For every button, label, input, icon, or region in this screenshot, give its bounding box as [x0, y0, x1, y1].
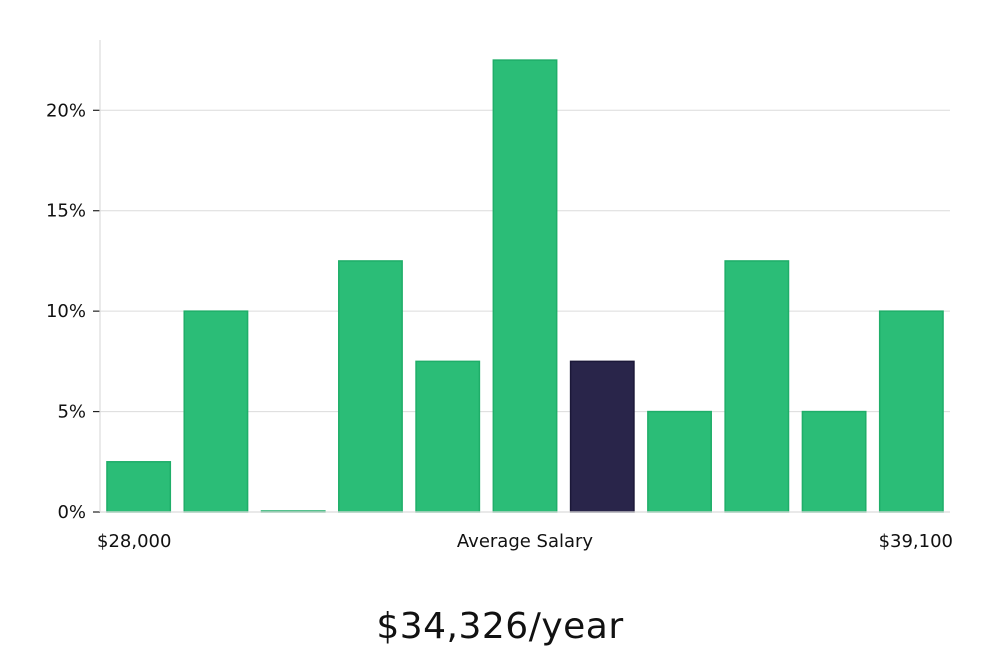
axis-labels: $28,000 Average Salary $39,100 [97, 531, 953, 552]
bar-8 [724, 260, 790, 513]
x-axis-max-label: $39,100 [879, 531, 953, 552]
y-tick-label-0: 0% [57, 502, 86, 523]
bar-10 [878, 310, 944, 513]
bar-4 [415, 360, 481, 513]
y-tick-label-4: 20% [46, 100, 86, 121]
bar-5 [492, 59, 558, 513]
average-salary-value: $34,326/year [376, 606, 624, 647]
bar-1 [183, 310, 249, 513]
y-tick-label-3: 15% [46, 201, 86, 222]
bar-9 [801, 410, 867, 513]
y-tick-label-2: 10% [46, 301, 86, 322]
bar-3 [338, 260, 403, 513]
bar-7 [647, 410, 712, 513]
x-axis-min-label: $28,000 [97, 531, 171, 552]
x-axis-title: Average Salary [457, 531, 594, 552]
salary-distribution-chart: 0% 5% 10% 15% 20% $28,000 Average Salary $39… [46, 40, 953, 552]
bar-highlighted-6 [569, 360, 635, 513]
bars [106, 59, 944, 513]
axes: 0% 5% 10% 15% 20% [46, 40, 950, 523]
bar-0 [106, 461, 172, 513]
y-tick-label-1: 5% [57, 402, 86, 423]
